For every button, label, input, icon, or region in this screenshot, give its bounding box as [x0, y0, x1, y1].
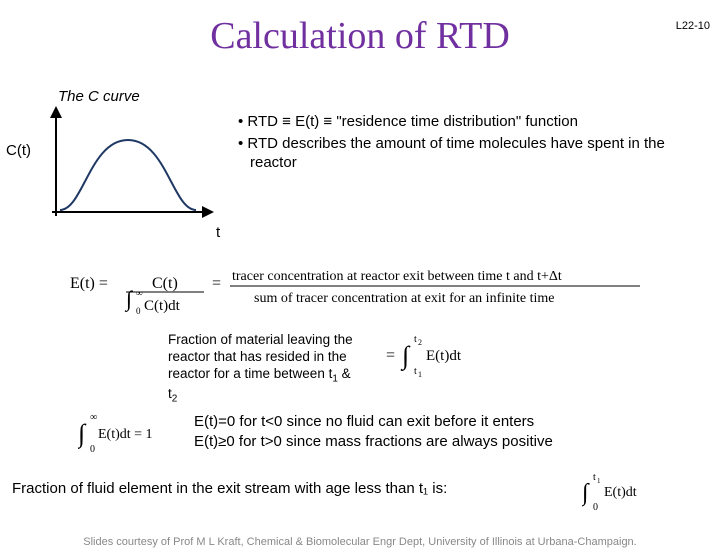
- svg-text:2: 2: [418, 338, 422, 347]
- explain-line-2: E(t)≥0 for t>0 since mass fractions are …: [194, 432, 704, 452]
- eq1-numerator: tracer concentration at reactor exit bet…: [232, 269, 562, 284]
- c-curve-caption: The C curve: [58, 88, 140, 105]
- eq1-denominator: sum of tracer concentration at exit for …: [254, 291, 555, 306]
- svg-text:0: 0: [593, 502, 598, 513]
- equation-age-less-than-t1: ∫ t1 0 E(t)dt: [582, 468, 682, 516]
- equation-normalization: ∫ ∞ 0 E(t)dt = 1: [78, 408, 173, 458]
- svg-text:=: =: [212, 275, 221, 292]
- slide-credit: Slides courtesy of Prof M L Kraft, Chemi…: [0, 536, 720, 548]
- y-axis-label: C(t): [6, 142, 31, 159]
- svg-text:∫: ∫: [124, 286, 134, 312]
- svg-text:t: t: [593, 472, 596, 483]
- svg-text:E(t)dt = 1: E(t)dt = 1: [98, 427, 153, 442]
- svg-text:C(t)dt: C(t)dt: [144, 298, 181, 314]
- equation-fraction-integral: = ∫ t2 t1 E(t)dt: [386, 330, 506, 380]
- bell-curve-path: [60, 140, 196, 210]
- explanation-block: E(t)=0 for t<0 since no fluid can exit b…: [194, 412, 704, 451]
- fraction-description: Fraction of material leaving the reactor…: [168, 332, 362, 406]
- svg-text:E(t) =: E(t) =: [70, 275, 108, 292]
- svg-text:∫: ∫: [582, 480, 590, 507]
- svg-text:∞: ∞: [136, 288, 142, 298]
- svg-text:t: t: [414, 334, 417, 345]
- c-curve-plot: [38, 104, 218, 224]
- c-curve-svg: [38, 104, 218, 224]
- svg-text:1: 1: [418, 370, 422, 379]
- bullet-2: • RTD describes the amount of time molec…: [232, 134, 702, 173]
- svg-text:E(t)dt: E(t)dt: [604, 485, 637, 500]
- svg-text:∫: ∫: [400, 341, 411, 371]
- bullet-list: • RTD ≡ E(t) ≡ "residence time distribut…: [232, 112, 702, 175]
- svg-text:∞: ∞: [90, 412, 97, 423]
- svg-text:E(t)dt: E(t)dt: [426, 348, 462, 364]
- svg-text:0: 0: [90, 444, 95, 455]
- explain-line-1: E(t)=0 for t<0 since no fluid can exit b…: [194, 412, 704, 432]
- svg-text:0: 0: [136, 306, 141, 316]
- page-number: L22-10: [676, 20, 710, 32]
- slide-title: Calculation of RTD: [0, 14, 720, 58]
- svg-text:C(t): C(t): [152, 275, 178, 292]
- equation-e-of-t-definition: E(t) = C(t) ∫ 0 ∞ C(t)dt = tracer concen…: [70, 246, 650, 314]
- svg-text:t: t: [414, 366, 417, 377]
- svg-text:=: =: [386, 347, 395, 364]
- bullet-1: • RTD ≡ E(t) ≡ "residence time distribut…: [232, 112, 702, 132]
- x-axis-label: t: [216, 224, 220, 241]
- svg-text:∫: ∫: [78, 419, 87, 449]
- svg-text:1: 1: [597, 477, 601, 485]
